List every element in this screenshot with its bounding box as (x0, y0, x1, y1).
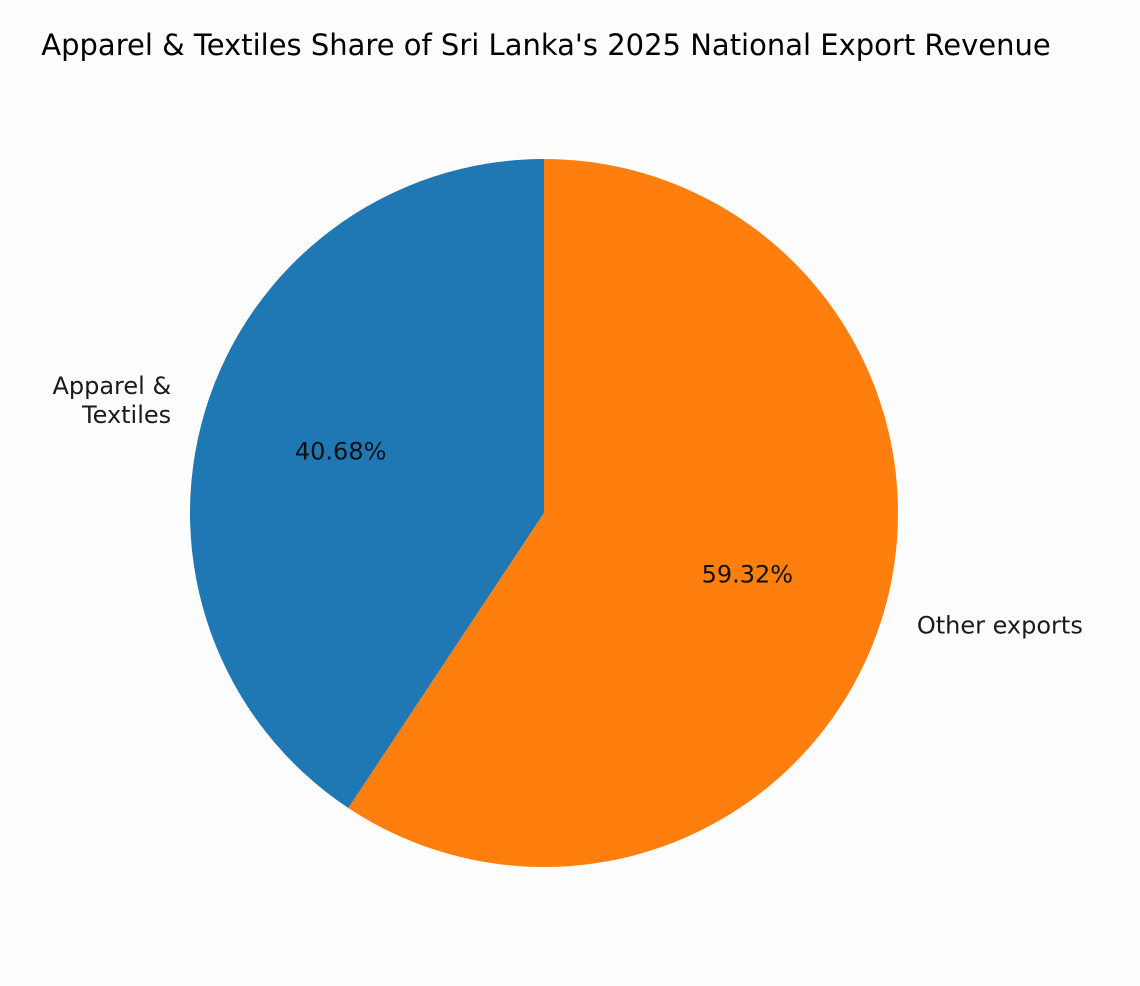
pie-slice-1 (348, 159, 899, 867)
pie-percent-label-1: 59.32% (702, 560, 794, 588)
pie-slice-0 (189, 159, 544, 809)
pie-category-label-line: Apparel & (52, 372, 171, 400)
pie-category-label-line: Textiles (81, 401, 171, 429)
pie-category-label-1: Other exports (917, 611, 1083, 639)
pie-percent-label-0: 40.68% (295, 438, 387, 466)
pie-category-label-line: Other exports (917, 611, 1083, 639)
chart-title: Apparel & Textiles Share of Sri Lanka's … (41, 28, 1050, 62)
pie-category-label-0: Apparel & Textiles (52, 372, 171, 429)
pie-labels: 40.68% Apparel & Textiles 59.32% Other expor… (52, 372, 1082, 639)
pie-slices (189, 159, 899, 867)
